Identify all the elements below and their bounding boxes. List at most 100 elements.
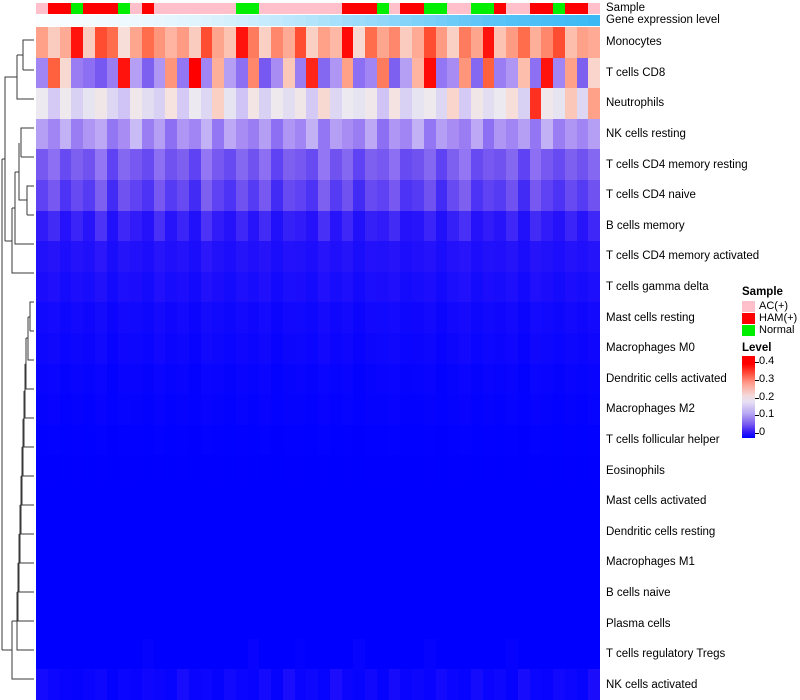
- heatmap-cell: [494, 638, 506, 670]
- heatmap-cell: [494, 241, 506, 272]
- heatmap-row: [36, 455, 600, 486]
- heatmap-cell: [541, 57, 553, 89]
- heatmap-row: [36, 27, 600, 58]
- heatmap-cell: [435, 577, 448, 609]
- heatmap-cell: [412, 88, 424, 119]
- heatmap-cell: [423, 608, 436, 639]
- heatmap-cell: [59, 302, 72, 333]
- heatmap-cell: [118, 27, 130, 58]
- heatmap-cell: [36, 210, 48, 242]
- heatmap-cell: [130, 271, 142, 303]
- level-legend: Level 0.4 0.3 0.2 0.1 0: [742, 342, 800, 438]
- heatmap-cell: [247, 271, 260, 303]
- heatmap-cell: [71, 210, 83, 242]
- heatmap-cell: [36, 577, 48, 609]
- heatmap-cell: [517, 332, 530, 364]
- heatmap-cell: [400, 179, 412, 211]
- heatmap-cell: [506, 210, 518, 242]
- heatmap-cell: [235, 455, 248, 486]
- heatmap-cell: [494, 485, 506, 517]
- heatmap-cell: [564, 57, 577, 89]
- heatmap-cell: [141, 57, 154, 89]
- heatmap-cell: [447, 485, 459, 517]
- sample-annotation-cell: [235, 3, 248, 14]
- heatmap-cell: [36, 669, 48, 700]
- heatmap-cell: [564, 302, 577, 333]
- heatmap-cell: [153, 608, 166, 639]
- heatmap-cell: [165, 669, 177, 700]
- heatmap-cell: [212, 608, 224, 639]
- heatmap-cell: [177, 608, 189, 639]
- heatmap-cell: [282, 27, 295, 58]
- heatmap-cell: [188, 485, 201, 517]
- heatmap-cell: [329, 302, 342, 333]
- heatmap-cell: [47, 57, 60, 89]
- sample-annotation-cell: [588, 3, 600, 14]
- gene-expression-cell: [541, 15, 553, 26]
- heatmap-cell: [71, 608, 83, 639]
- heatmap-cell: [188, 27, 201, 58]
- heatmap-cell: [212, 394, 224, 425]
- gene-expression-cell: [341, 15, 354, 26]
- gene-expression-cell: [294, 15, 307, 26]
- heatmap-cell: [71, 302, 83, 333]
- heatmap-cell: [400, 455, 412, 486]
- heatmap-cell: [83, 577, 95, 609]
- heatmap-cell: [588, 394, 600, 425]
- heatmap-cell: [294, 210, 307, 242]
- heatmap-cell: [271, 57, 283, 89]
- heatmap-cell: [388, 638, 401, 670]
- heatmap-cell: [541, 363, 553, 395]
- heatmap-cell: [94, 485, 107, 517]
- heatmap-cell: [235, 332, 248, 364]
- heatmap-cell: [564, 608, 577, 639]
- heatmap-cell: [412, 149, 424, 180]
- heatmap-cell: [235, 302, 248, 333]
- heatmap-cell: [517, 608, 530, 639]
- legend-swatch: [742, 300, 755, 312]
- heatmap-cell: [529, 149, 542, 180]
- heatmap-cell: [282, 363, 295, 395]
- heatmap-cell: [106, 271, 119, 303]
- heatmap-cell: [212, 363, 224, 395]
- heatmap-cell: [94, 27, 107, 58]
- heatmap-cell: [470, 302, 483, 333]
- heatmap-cell: [83, 57, 95, 89]
- heatmap-cell: [106, 57, 119, 89]
- heatmap-cell: [47, 363, 60, 395]
- sample-annotation-cell: [165, 3, 177, 14]
- heatmap-cell: [130, 577, 142, 609]
- sample-annotation-cell: [318, 3, 330, 14]
- heatmap-cell: [435, 332, 448, 364]
- heatmap-cell: [282, 547, 295, 578]
- heatmap-cell: [529, 638, 542, 670]
- heatmap-cell: [400, 271, 412, 303]
- heatmap-cell: [212, 241, 224, 272]
- heatmap-cell: [106, 332, 119, 364]
- heatmap-cell: [294, 241, 307, 272]
- row-label: Neutrophils: [606, 97, 665, 110]
- heatmap-cell: [200, 608, 213, 639]
- gene-expression-cell: [400, 15, 412, 26]
- heatmap-cell: [329, 149, 342, 180]
- heatmap-cell: [94, 210, 107, 242]
- heatmap-cell: [94, 88, 107, 119]
- heatmap-cell: [106, 118, 119, 150]
- heatmap-cell: [412, 638, 424, 670]
- legend-panel: Sample AC(+) HAM(+) Normal Level 0.4 0.3 0.2…: [742, 286, 800, 438]
- heatmap-cell: [118, 271, 130, 303]
- heatmap-cell: [200, 57, 213, 89]
- heatmap-cell: [224, 118, 236, 150]
- heatmap-cell: [353, 241, 365, 272]
- heatmap-cell: [94, 669, 107, 700]
- heatmap-cell: [153, 638, 166, 670]
- heatmap-cell: [482, 455, 495, 486]
- sample-annotation-cell: [529, 3, 542, 14]
- heatmap-cell: [83, 669, 95, 700]
- heatmap-cell: [553, 57, 565, 89]
- heatmap-cell: [212, 485, 224, 517]
- heatmap-cell: [564, 363, 577, 395]
- heatmap-cell: [353, 118, 365, 150]
- heatmap-cell: [447, 179, 459, 211]
- heatmap-cell: [83, 638, 95, 670]
